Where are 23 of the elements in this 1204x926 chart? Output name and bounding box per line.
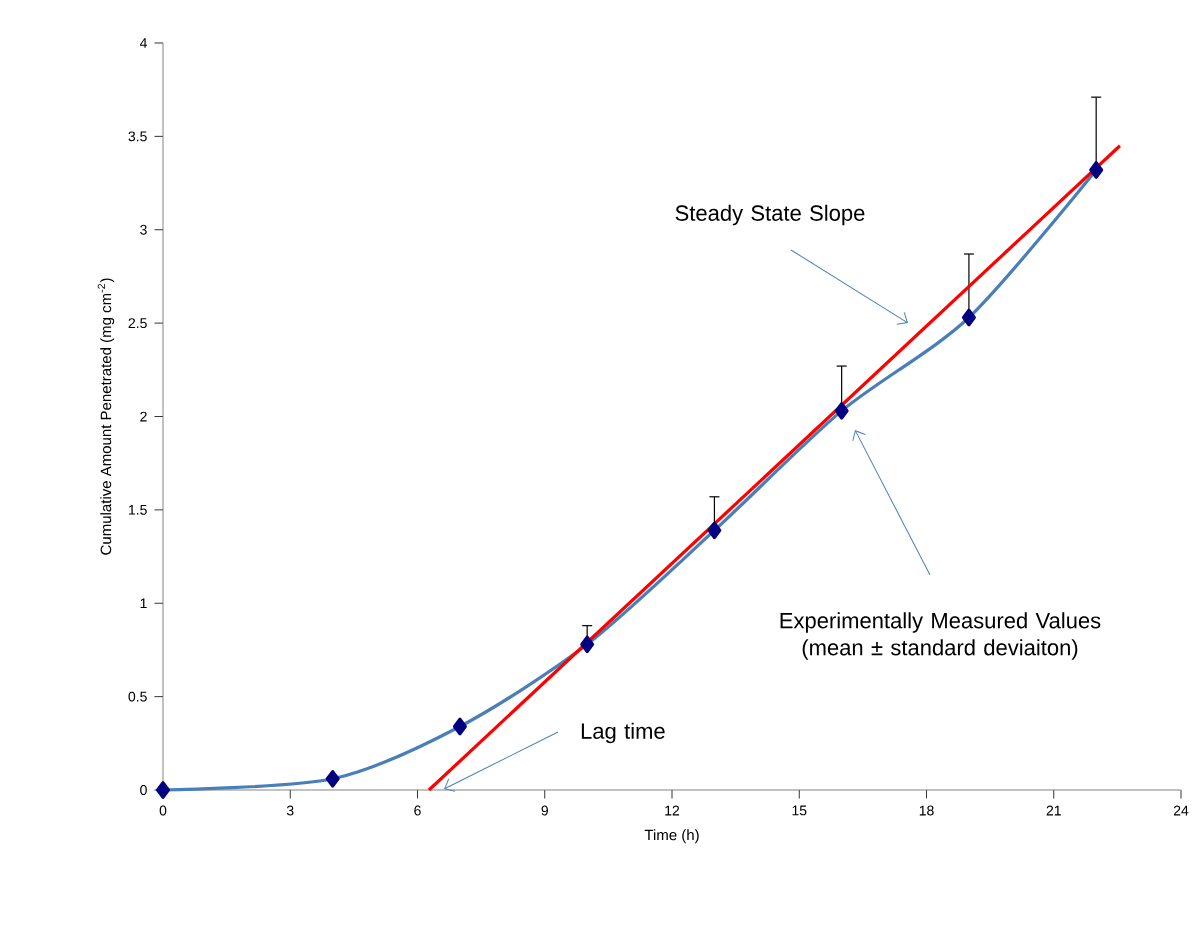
x-tick-label: 3 (286, 805, 294, 816)
x-axis-title: Time (h) (644, 829, 699, 844)
x-tick-label: 18 (919, 805, 934, 816)
x-tick-label: 9 (541, 805, 548, 816)
x-tick-label: 24 (1173, 805, 1189, 816)
x-tick-label: 12 (665, 805, 680, 816)
y-tick-label: 2.5 (128, 318, 147, 329)
y-tick-label: 1 (140, 598, 147, 609)
y-tick-label: 2 (140, 411, 147, 422)
y-tick-label: 3.5 (128, 131, 147, 142)
x-tick-label: 21 (1046, 805, 1061, 816)
y-tick-label: 0.5 (128, 691, 147, 702)
y-tick-label: 1.5 (129, 504, 147, 515)
annotation: Experimentally Measured Values (mean ± standard deviaiton) (780, 612, 1101, 660)
y-axis-title: Cumulative Amount Penetrated (mg cm$^{-2}$) (97, 278, 115, 555)
annotation: Lag time (581, 722, 665, 744)
x-tick-label: 15 (792, 805, 807, 816)
x-tick-label: 6 (414, 805, 421, 816)
y-tick-label: 4 (139, 38, 147, 48)
y-tick-label: 3 (140, 224, 147, 235)
x-tick-label: 0 (159, 805, 167, 816)
annotation: Steady State Slope (675, 204, 865, 226)
y-tick-label: 0 (140, 785, 147, 795)
